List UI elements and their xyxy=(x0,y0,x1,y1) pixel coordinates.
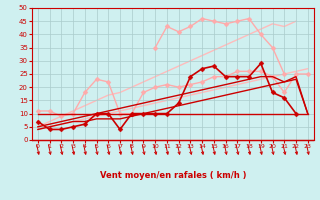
Text: Vent moyen/en rafales ( km/h ): Vent moyen/en rafales ( km/h ) xyxy=(100,170,246,180)
